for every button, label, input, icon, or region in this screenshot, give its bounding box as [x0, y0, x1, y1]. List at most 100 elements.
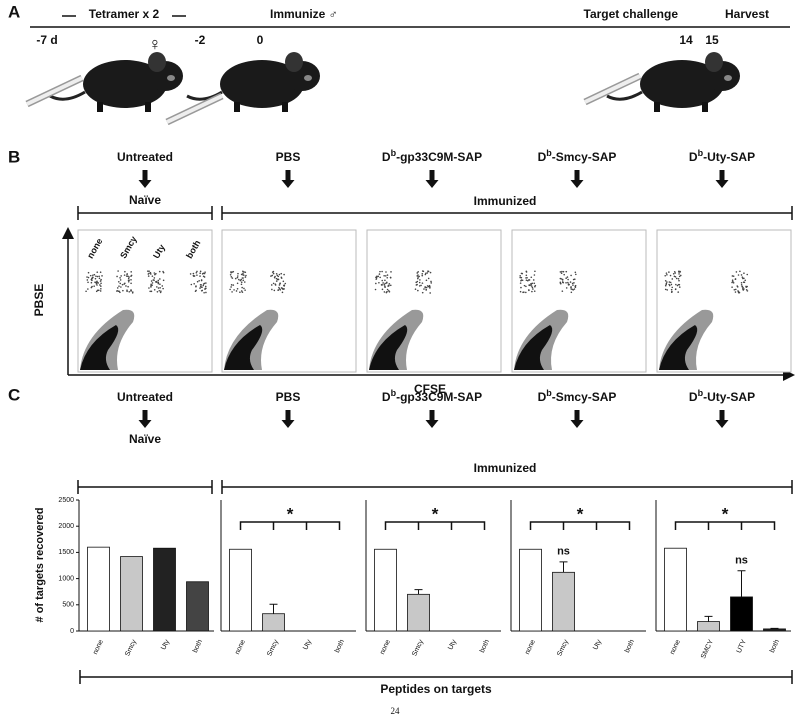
- event-dot: [526, 279, 529, 282]
- event-dot: [235, 290, 238, 292]
- event-dot: [425, 286, 428, 289]
- event-dot: [668, 281, 671, 283]
- event-dot: [120, 286, 122, 288]
- event-dot: [382, 282, 384, 284]
- event-dot: [278, 284, 281, 286]
- down-arrow: [281, 410, 295, 428]
- event-dot: [672, 272, 675, 275]
- event-dot: [100, 282, 102, 285]
- event-dot: [94, 277, 97, 280]
- event-dot: [193, 275, 196, 277]
- event-dot: [231, 277, 234, 279]
- event-dot: [675, 277, 678, 280]
- event-dot: [282, 280, 285, 283]
- event-dot: [573, 288, 576, 290]
- significance-bracket: [384, 521, 486, 530]
- group-header: Db-Smcy-SAP: [538, 388, 617, 404]
- event-dot: [244, 271, 247, 274]
- event-dot: [205, 291, 207, 294]
- down-arrow: [570, 170, 584, 188]
- x-tick-label: Smcy: [266, 638, 280, 657]
- event-dot: [737, 290, 740, 293]
- event-dot: [427, 277, 430, 280]
- event-dot: [530, 282, 532, 285]
- event-dot: [94, 281, 96, 283]
- event-dot: [574, 284, 577, 287]
- event-dot: [520, 286, 522, 289]
- event-dot: [153, 289, 156, 291]
- event-dot: [420, 284, 422, 287]
- event-dot: [118, 285, 120, 287]
- event-dot: [96, 284, 98, 286]
- event-dot: [240, 281, 243, 284]
- event-dot: [271, 271, 274, 273]
- event-dot: [570, 291, 573, 294]
- header-superscript: b: [698, 148, 704, 158]
- header-suffix: -gp33C9M-SAP: [396, 390, 482, 404]
- event-dot: [229, 288, 231, 291]
- event-dot: [374, 288, 377, 291]
- event-dot: [130, 278, 132, 281]
- event-dot: [204, 285, 207, 288]
- event-dot: [199, 270, 202, 273]
- event-dot: [150, 283, 152, 286]
- event-dot: [87, 281, 89, 284]
- group-header: PBS: [276, 150, 301, 164]
- group-header: Untreated: [117, 150, 173, 164]
- event-dot: [204, 288, 206, 290]
- x-tick-label: both: [624, 639, 636, 654]
- event-dot: [417, 271, 419, 273]
- x-tick-label: Smcy: [411, 638, 425, 657]
- group-label: Immunized: [474, 461, 537, 475]
- event-dot: [375, 276, 377, 279]
- event-dot: [519, 275, 521, 277]
- event-dot: [389, 284, 392, 287]
- event-dot: [732, 280, 734, 283]
- event-dot: [674, 276, 677, 278]
- event-dot: [414, 288, 417, 290]
- day-label: 14: [679, 33, 693, 47]
- event-dot: [149, 273, 152, 275]
- event-dot: [93, 273, 96, 276]
- event-dot: [275, 280, 278, 282]
- error-bar: [269, 603, 278, 614]
- event-dot: [202, 283, 205, 285]
- event-dot: [525, 271, 528, 273]
- event-dot: [378, 281, 380, 284]
- event-dot: [149, 271, 152, 274]
- event-dot: [275, 277, 278, 280]
- event-dot: [669, 281, 672, 284]
- event-dot: [153, 272, 156, 274]
- event-dot: [572, 289, 574, 291]
- event-dot: [519, 276, 521, 279]
- population: [80, 325, 119, 370]
- bar: [120, 556, 143, 632]
- event-dot: [732, 275, 735, 277]
- event-dot: [678, 279, 680, 282]
- event-dot: [678, 273, 680, 275]
- event-dot: [525, 279, 528, 281]
- group-header: Db-Smcy-SAP: [538, 148, 617, 164]
- event-dot: [383, 283, 386, 286]
- event-dot: [123, 274, 126, 276]
- event-dot: [670, 288, 673, 291]
- event-dot: [95, 275, 97, 277]
- event-dot: [415, 284, 418, 286]
- event-dot: [128, 276, 130, 278]
- event-dot: [99, 280, 102, 282]
- bar: [552, 571, 575, 632]
- header-superscript: b: [391, 148, 397, 158]
- event-dot: [678, 275, 681, 278]
- significance-bracket: [529, 521, 631, 530]
- event-dot: [241, 291, 244, 293]
- event-dot: [194, 290, 197, 293]
- significance-bracket: [239, 521, 341, 530]
- event-dot: [381, 270, 383, 273]
- event-dot: [389, 276, 392, 279]
- event-dot: [93, 285, 95, 287]
- x-tick-label: UTY: [736, 638, 748, 654]
- event-dot: [522, 291, 524, 294]
- event-dot: [426, 285, 429, 287]
- event-dot: [525, 285, 527, 288]
- event-dot: [534, 284, 537, 287]
